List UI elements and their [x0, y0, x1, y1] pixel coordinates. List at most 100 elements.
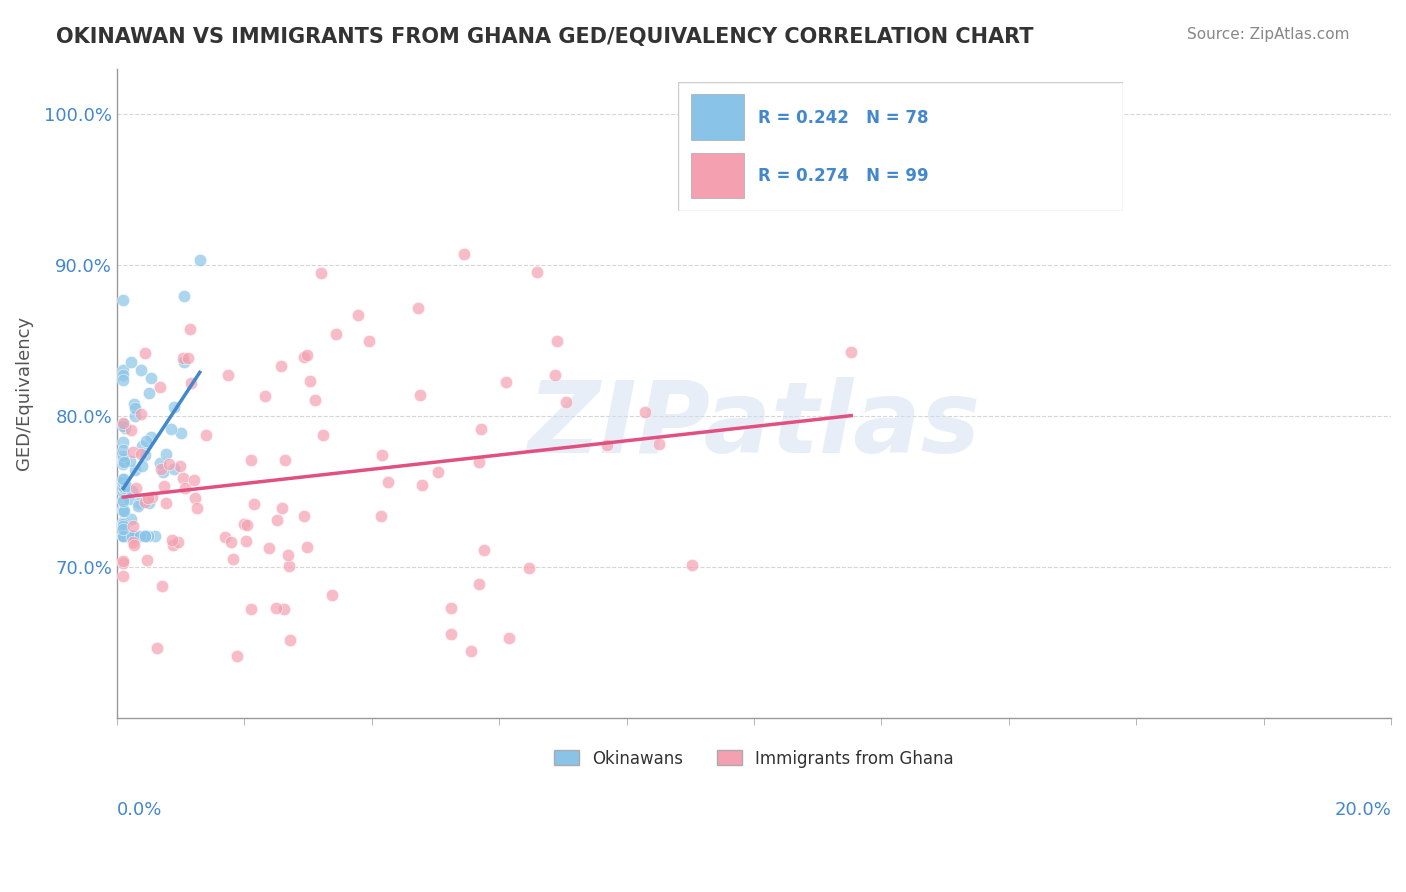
Point [266, 513, 288, 527]
Point [120, 423, 142, 437]
Point [117, 529, 139, 543]
Point [121, 484, 143, 499]
Text: ZIPatlas: ZIPatlas [527, 377, 980, 474]
Point [112, 522, 135, 536]
Point [117, 491, 139, 506]
Point [150, 462, 173, 476]
Point [440, 601, 463, 615]
Point [112, 475, 135, 489]
Point [295, 541, 318, 555]
Point [321, 588, 343, 602]
Point [112, 449, 135, 463]
Point [411, 478, 433, 492]
Point [325, 327, 347, 342]
Point [264, 600, 287, 615]
Point [112, 482, 135, 496]
Point [112, 293, 135, 308]
Point [186, 500, 208, 515]
Point [131, 459, 153, 474]
Point [174, 481, 197, 495]
Point [239, 601, 262, 615]
Point [681, 558, 703, 572]
Point [121, 519, 143, 533]
Point [309, 266, 332, 280]
Point [184, 491, 207, 505]
Point [136, 491, 159, 505]
Point [472, 542, 495, 557]
Point [159, 422, 181, 436]
Point [112, 416, 135, 430]
Point [112, 472, 135, 486]
Point [468, 455, 491, 469]
Text: 20.0%: 20.0% [1334, 801, 1391, 819]
Point [117, 529, 139, 543]
Point [112, 363, 135, 377]
Point [370, 449, 392, 463]
Point [271, 500, 294, 515]
Point [112, 493, 135, 508]
Point [370, 509, 392, 524]
Point [115, 529, 138, 543]
Point [138, 496, 160, 510]
Point [139, 371, 162, 385]
Point [152, 466, 174, 480]
Point [112, 479, 135, 493]
Point [195, 428, 218, 442]
Point [295, 348, 318, 362]
Point [235, 534, 257, 549]
Point [114, 421, 136, 435]
Point [129, 363, 152, 377]
Point [159, 457, 181, 471]
Point [409, 388, 432, 402]
Point [280, 632, 302, 647]
Point [453, 247, 475, 261]
Point [112, 454, 135, 468]
Point [149, 380, 172, 394]
Point [121, 529, 143, 543]
Point [257, 541, 280, 555]
Point [118, 454, 141, 468]
Point [112, 504, 135, 518]
Point [173, 355, 195, 369]
Point [146, 641, 169, 656]
Point [134, 529, 156, 543]
Point [254, 389, 277, 403]
Point [112, 451, 135, 466]
Point [470, 422, 492, 436]
Point [183, 473, 205, 487]
Point [277, 548, 299, 562]
Point [141, 491, 163, 505]
Point [526, 265, 548, 279]
Point [839, 344, 862, 359]
Point [124, 409, 146, 423]
Point [153, 479, 176, 493]
Point [217, 368, 239, 382]
Point [112, 419, 135, 434]
Point [440, 627, 463, 641]
Point [112, 504, 135, 518]
Point [555, 394, 578, 409]
Point [179, 322, 201, 336]
Point [180, 376, 202, 390]
Point [112, 529, 135, 543]
Point [277, 559, 299, 574]
Text: 0.0%: 0.0% [117, 801, 162, 819]
Point [634, 405, 657, 419]
Point [129, 447, 152, 461]
Point [468, 577, 491, 591]
Point [124, 463, 146, 477]
Point [131, 439, 153, 453]
Point [460, 643, 482, 657]
Point [134, 346, 156, 360]
Point [312, 428, 335, 442]
Point [122, 538, 145, 552]
Point [112, 529, 135, 543]
Point [235, 518, 257, 533]
Point [150, 579, 173, 593]
Point [292, 350, 315, 364]
Point [172, 351, 194, 366]
Point [273, 602, 295, 616]
Point [274, 453, 297, 467]
Point [232, 516, 254, 531]
Point [498, 631, 520, 645]
